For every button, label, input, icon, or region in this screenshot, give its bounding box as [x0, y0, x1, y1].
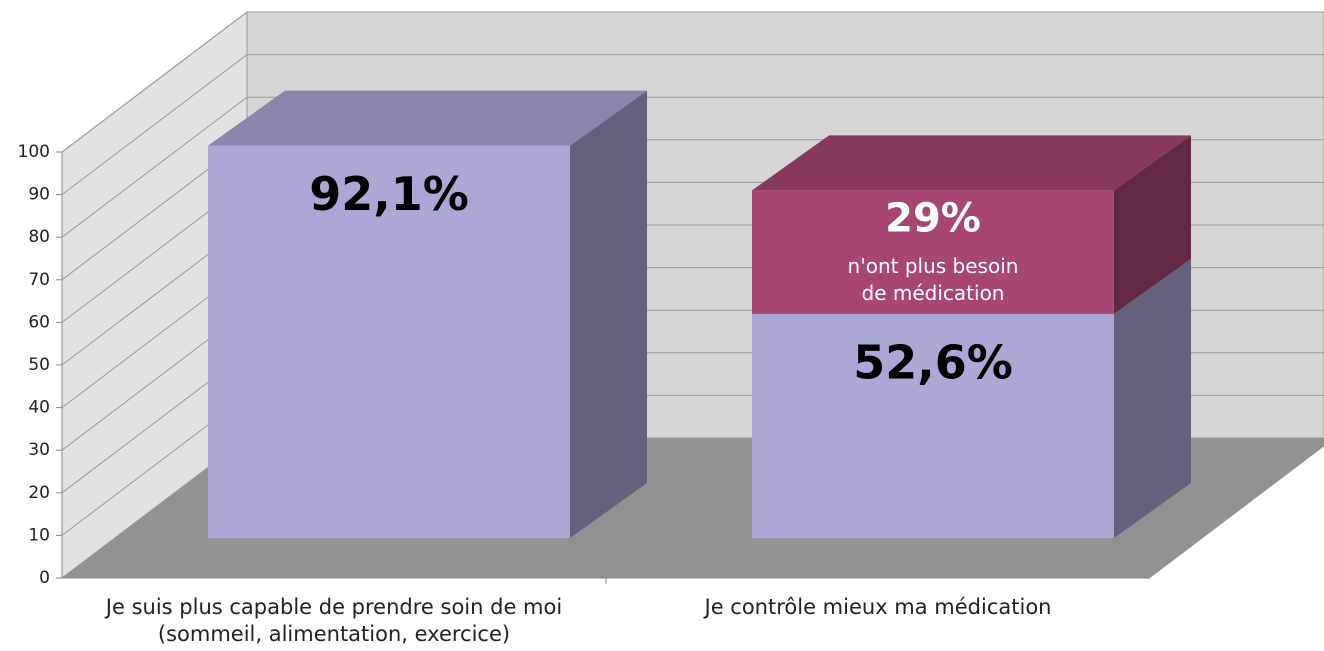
x-tick-label: Je suis plus capable de prendre soin de …: [104, 595, 562, 619]
y-tick-label: 70: [28, 270, 50, 290]
bar: [208, 145, 570, 539]
y-tick-label: 100: [18, 142, 50, 162]
y-tick-label: 40: [28, 398, 50, 418]
y-tick-label: 0: [39, 568, 50, 588]
value-label: 29%: [885, 195, 981, 241]
y-tick-label: 90: [28, 185, 50, 205]
grid-line: [61, 54, 1324, 195]
bar-side: [1114, 135, 1191, 314]
x-tick-label: (sommeil, alimentation, exercice): [158, 622, 510, 646]
y-tick-label: 10: [28, 525, 50, 545]
value-label: 52,6%: [853, 335, 1013, 389]
bar-side: [570, 90, 647, 539]
y-tick-label: 50: [28, 355, 50, 375]
value-label: 92,1%: [309, 167, 469, 221]
bar-top: [208, 90, 647, 146]
annotation: n'ont plus besoin: [848, 254, 1019, 278]
bar: [752, 190, 1114, 314]
grid-line: [61, 96, 1324, 238]
y-tick-label: 80: [28, 227, 50, 247]
y-tick-label: 20: [28, 483, 50, 503]
annotation: de médication: [862, 281, 1005, 305]
y-tick-label: 30: [28, 440, 50, 460]
y-tick-label: 60: [28, 312, 50, 332]
bar-top: [752, 135, 1191, 191]
x-tick-label: Je contrôle mieux ma médication: [703, 595, 1052, 619]
grid-line: [61, 11, 1324, 153]
bar-side: [1114, 258, 1191, 538]
bar: [752, 313, 1114, 538]
